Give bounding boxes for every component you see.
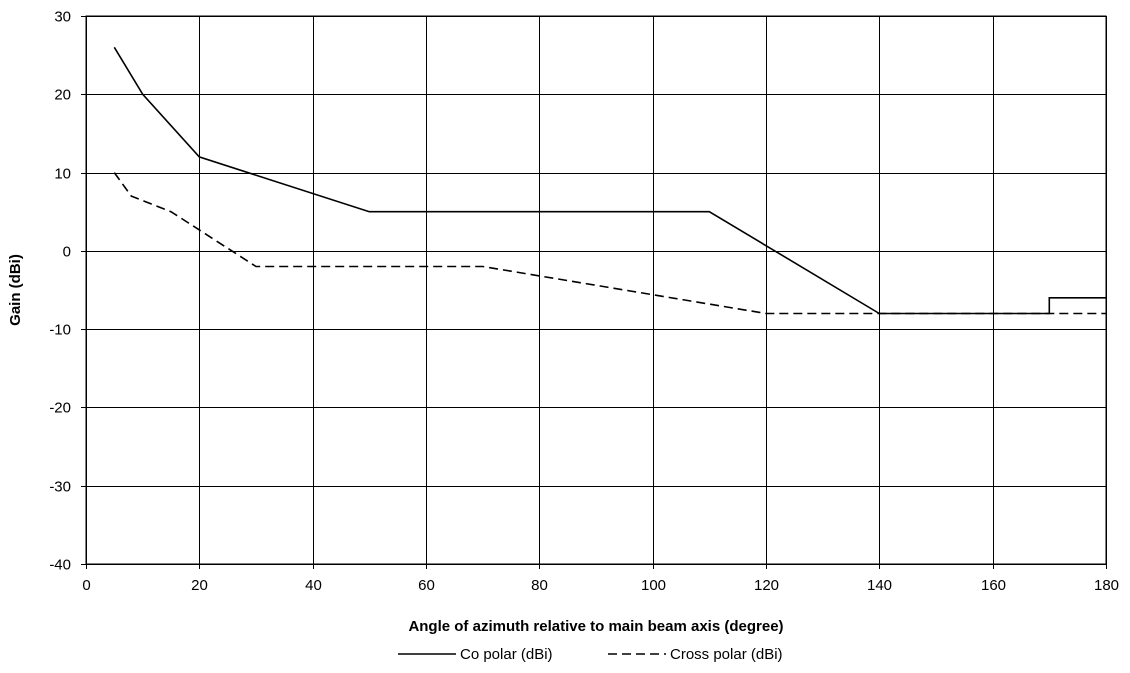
grid-lines bbox=[86, 16, 1107, 565]
x-tick-label: 160 bbox=[981, 577, 1006, 594]
x-tick-label: 100 bbox=[641, 577, 666, 594]
y-tick-label: 30 bbox=[54, 9, 71, 26]
legend-label: Cross polar (dBi) bbox=[670, 646, 783, 663]
axes bbox=[81, 15, 1107, 569]
y-axis-title: Gain (dBi) bbox=[7, 254, 24, 326]
y-tick-label: 0 bbox=[63, 244, 71, 261]
x-tick-label: 120 bbox=[754, 577, 779, 594]
x-tick-label: 80 bbox=[531, 577, 548, 594]
y-tick-label: -20 bbox=[49, 400, 71, 417]
y-tick-label: -30 bbox=[49, 479, 71, 496]
x-tick-label: 40 bbox=[305, 577, 322, 594]
series-line-cross-polar bbox=[113, 172, 1106, 315]
x-tick-label: 180 bbox=[1094, 577, 1119, 594]
x-tick-label: 20 bbox=[191, 577, 208, 594]
y-tick-label: 20 bbox=[54, 87, 71, 104]
x-tick-label: 0 bbox=[82, 577, 90, 594]
data-series bbox=[113, 46, 1106, 315]
y-tick-label: -10 bbox=[49, 322, 71, 339]
x-axis-title: Angle of azimuth relative to main beam a… bbox=[408, 618, 783, 635]
legend: Co polar (dBi) Cross polar (dBi) bbox=[398, 646, 783, 663]
x-tick-label: 60 bbox=[418, 577, 435, 594]
series-line-co-polar bbox=[113, 46, 1106, 315]
y-tick-label: 10 bbox=[54, 166, 71, 183]
x-tick-label: 140 bbox=[867, 577, 892, 594]
y-tick-label: -40 bbox=[49, 557, 71, 574]
legend-label: Co polar (dBi) bbox=[460, 646, 553, 663]
tick-labels: -40 -30 -20 -10 0 10 20 30 0 20 40 60 80 100 120 140 160… bbox=[49, 9, 1119, 595]
plot-area-border bbox=[85, 15, 1107, 565]
